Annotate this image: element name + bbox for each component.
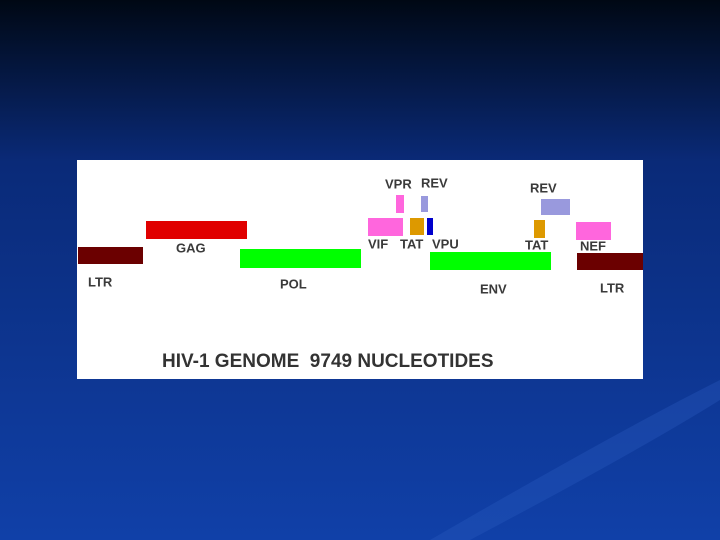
- ltr-bar: [577, 253, 643, 270]
- decor-swoosh: [430, 380, 720, 540]
- gene-label: LTR: [600, 280, 625, 295]
- tat-bar: [534, 220, 545, 238]
- gag-bar: [146, 221, 247, 239]
- gene-label: REV: [530, 180, 557, 195]
- diagram-title: HIV-1 GENOME 9749 NUCLEOTIDES: [162, 351, 494, 372]
- gene-label: GAG: [176, 240, 206, 255]
- ltr-bar: [78, 247, 143, 264]
- vpu-bar: [427, 218, 433, 235]
- gene-label: TAT: [525, 237, 548, 252]
- gene-label: ENV: [480, 281, 507, 296]
- vif-bar: [368, 218, 403, 236]
- tat-bar: [410, 218, 424, 235]
- gene-label: LTR: [88, 274, 113, 289]
- env-bar: [430, 252, 551, 270]
- gene-label: NEF: [580, 238, 606, 253]
- vpr-bar: [396, 195, 404, 213]
- nef-bar: [576, 222, 611, 240]
- rev-bar: [541, 199, 570, 215]
- gene-label: VPU: [432, 236, 459, 251]
- panel: [77, 160, 643, 379]
- gene-label: REV: [421, 175, 448, 190]
- gene-label: VPR: [385, 176, 412, 191]
- gene-label: TAT: [400, 236, 423, 251]
- rev-bar: [421, 196, 428, 212]
- pol-bar: [240, 249, 361, 268]
- gene-label: POL: [280, 276, 307, 291]
- gene-label: VIF: [368, 236, 388, 251]
